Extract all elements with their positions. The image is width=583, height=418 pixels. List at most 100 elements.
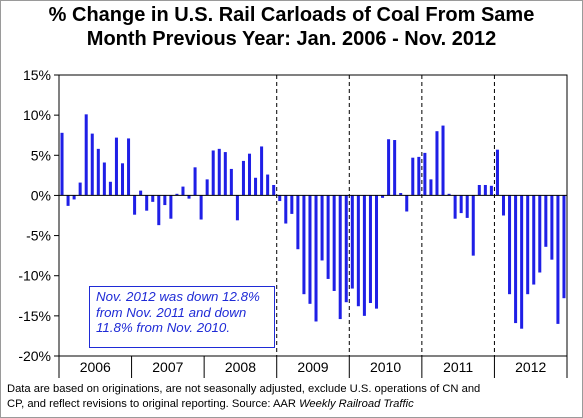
bar	[556, 195, 560, 324]
bar	[302, 195, 306, 295]
bar	[272, 184, 276, 196]
bar	[435, 131, 439, 196]
bar	[278, 195, 282, 202]
bar	[393, 140, 397, 196]
bar	[72, 195, 76, 200]
bar	[344, 195, 348, 303]
bar	[495, 149, 499, 196]
bar	[314, 195, 318, 322]
bar	[405, 195, 409, 212]
bar	[447, 193, 451, 196]
bar	[326, 195, 330, 279]
source-footnote: Data are based on originations, are not …	[7, 382, 579, 412]
bar	[260, 146, 264, 196]
bar	[338, 195, 342, 320]
bar	[381, 195, 385, 198]
bar	[477, 184, 481, 196]
axes	[54, 74, 568, 378]
x-year-label: 2011	[443, 359, 473, 375]
bar	[223, 152, 227, 196]
bar	[296, 195, 300, 250]
bar	[471, 195, 475, 256]
y-tick-label: 15%	[23, 67, 51, 83]
annotation-line-1: Nov. 2012 was down 12.8%	[96, 289, 260, 304]
chart-title-line-2: Month Previous Year: Jan. 2006 - Nov. 20…	[86, 28, 497, 50]
bar-series	[60, 114, 566, 329]
bar	[332, 195, 336, 291]
bar	[247, 153, 252, 196]
y-axis-tick-labels: 15% 10% 5% 0% -5% -10% -15% -20%	[18, 67, 51, 364]
bar	[151, 195, 155, 202]
bar	[508, 195, 512, 295]
bar	[127, 138, 131, 196]
bar	[501, 195, 506, 216]
bar	[266, 174, 270, 196]
y-tick-label: 0%	[31, 187, 51, 203]
bar	[205, 179, 209, 196]
bar	[362, 195, 366, 316]
bar	[133, 195, 137, 215]
year-separator-lines	[276, 75, 495, 356]
bar	[84, 114, 88, 196]
bar	[441, 125, 445, 196]
bar	[453, 195, 457, 219]
bar	[66, 195, 70, 206]
bar	[235, 195, 239, 221]
bar	[308, 195, 312, 304]
bar	[108, 181, 112, 196]
bar	[526, 195, 530, 295]
bar	[532, 195, 536, 285]
bar	[229, 168, 233, 196]
bar	[520, 195, 524, 329]
footnote-line-2-text: CP, and reflect revisions to original re…	[7, 398, 300, 410]
x-year-label: 2008	[225, 359, 256, 375]
bar	[423, 152, 427, 196]
annotation-line-3: 11.8% from Nov. 2010.	[96, 320, 231, 336]
footnote-source-name: Weekly Railroad Traffic	[299, 398, 414, 410]
x-year-label: 2007	[152, 359, 183, 375]
plot-area-border	[58, 74, 568, 357]
bar	[211, 150, 215, 196]
bar	[562, 195, 566, 299]
bar	[489, 185, 493, 196]
bar	[387, 139, 391, 196]
bar	[284, 195, 288, 224]
bar	[163, 195, 167, 206]
bar	[187, 195, 191, 199]
chart-title-line-1: % Change in U.S. Rail Carloads of Coal F…	[48, 4, 535, 26]
bar	[169, 195, 173, 219]
y-tick-label: -15%	[18, 308, 51, 324]
y-tick-label: -20%	[18, 348, 51, 364]
bar	[429, 179, 433, 196]
bar	[157, 195, 161, 226]
footnote-line-2: CP, and reflect revisions to original re…	[7, 397, 579, 412]
bar	[139, 190, 143, 196]
bar	[514, 195, 518, 324]
chart-title: % Change in U.S. Rail Carloads of Coal F…	[0, 3, 583, 51]
annotation-box: Nov. 2012 was down 12.8% from Nov. 2011 …	[89, 286, 275, 348]
bar	[459, 195, 463, 214]
footnote-line-1: Data are based on originations, are not …	[7, 383, 481, 395]
x-year-label: 2009	[297, 359, 328, 375]
y-tick-label: -5%	[26, 228, 51, 244]
bar	[356, 195, 360, 307]
bar	[538, 195, 542, 273]
bar	[411, 157, 415, 196]
bar	[241, 160, 245, 196]
x-axis-year-labels: 2006 2007 2008 2009 2010 2011 2012	[80, 359, 547, 375]
y-tick-label: 10%	[23, 107, 51, 123]
bar	[368, 195, 372, 304]
bar	[374, 195, 379, 309]
bar	[254, 177, 258, 196]
bar	[399, 193, 403, 196]
bar	[550, 195, 554, 260]
bar	[290, 195, 294, 214]
bar	[114, 137, 118, 196]
bar	[60, 132, 64, 196]
x-year-label: 2012	[515, 359, 546, 375]
bar	[465, 195, 469, 218]
bar	[120, 163, 125, 196]
bar	[320, 195, 324, 261]
y-tick-label: -10%	[18, 268, 51, 284]
